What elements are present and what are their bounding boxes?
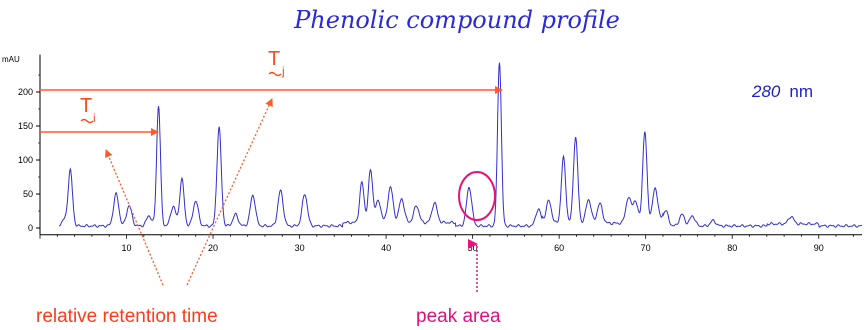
chart-title: Phenolic compound profile [293, 6, 620, 34]
x-tick-label: 30 [295, 243, 305, 253]
x-tick-label: 40 [381, 243, 391, 253]
y-axis-ticks: 0 50 100 150 200 [18, 74, 40, 233]
ti-label-main: T [80, 95, 92, 117]
tj-label-main: T [268, 48, 280, 70]
y-tick-label: 0 [28, 223, 33, 233]
x-tick-label: 70 [641, 243, 651, 253]
y-axis-unit-label: mAU [2, 55, 20, 64]
wavelength-unit: nm [789, 82, 813, 101]
peak-area-label: peak area [416, 306, 501, 327]
chromatogram-trace [58, 62, 863, 228]
rrt-arrow-left [105, 149, 164, 286]
wavelength-label: 280 nm [751, 82, 813, 101]
rrt-arrow-right [186, 98, 273, 286]
x-tick-label: 90 [814, 243, 824, 253]
wavelength-value: 280 [751, 82, 781, 101]
relative-retention-time-label: relative retention time [36, 306, 218, 327]
axes [39, 54, 862, 236]
ti-label: T i [80, 95, 96, 125]
tj-tilde [268, 71, 282, 77]
x-tick-label: 20 [208, 243, 218, 253]
y-tick-label: 200 [18, 87, 33, 97]
ti-label-sub: i [93, 111, 96, 125]
x-tick-label: 60 [554, 243, 564, 253]
x-tick-label: 50 [468, 243, 478, 253]
y-tick-label: 50 [23, 189, 33, 199]
x-tick-label: 80 [727, 243, 737, 253]
peak-area-circle [458, 171, 496, 221]
ti-tilde [80, 118, 94, 124]
y-tick-label: 100 [18, 155, 33, 165]
tj-label-sub: j [281, 64, 285, 78]
x-tick-label: 10 [122, 243, 132, 253]
y-tick-label: 150 [18, 121, 33, 131]
tj-label: T j [268, 48, 285, 78]
x-axis-ticks: 10 20 30 40 50 60 70 80 90 [39, 234, 854, 253]
